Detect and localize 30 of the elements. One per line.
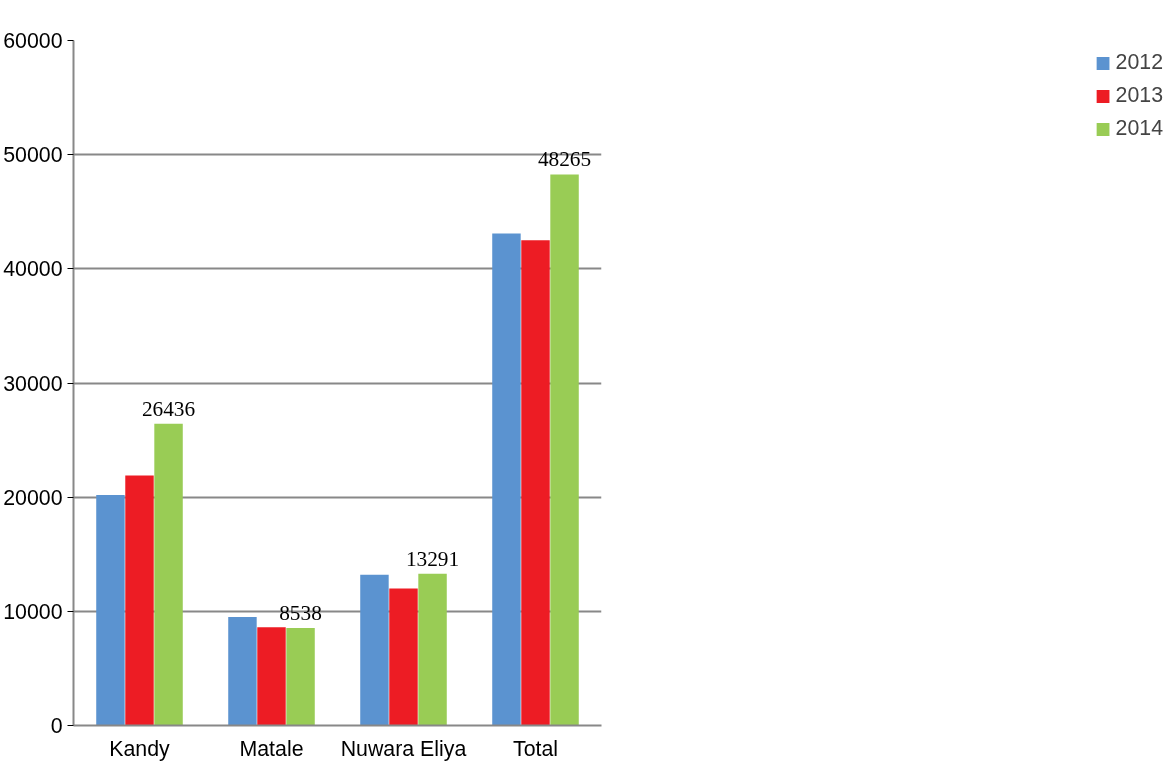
bar	[286, 628, 315, 726]
legend-label: 2012	[1115, 50, 1163, 75]
x-tick-label: Total	[512, 736, 559, 761]
y-tick-label: 0	[50, 714, 63, 738]
bar	[521, 240, 550, 726]
bar	[389, 588, 418, 726]
data-label: 26436	[141, 396, 196, 421]
bar	[125, 475, 154, 726]
data-label: 8538	[279, 601, 322, 626]
x-tick-label: Nuwara Eliya	[340, 736, 467, 761]
legend-label: 2014	[1115, 116, 1163, 141]
y-tick-label: 60000	[3, 29, 63, 53]
x-tick-label: Kandy	[109, 736, 171, 761]
legend-label: 2013	[1115, 83, 1163, 108]
x-tick-label: Matale	[239, 736, 304, 761]
bar	[96, 494, 125, 726]
data-label: 13291	[405, 546, 460, 571]
y-tick-label: 50000	[3, 143, 63, 168]
bar	[360, 574, 389, 726]
bar	[228, 617, 257, 726]
bar	[492, 233, 521, 726]
bar	[257, 627, 286, 726]
y-tick-label: 10000	[3, 599, 63, 624]
data-label: 48265	[537, 147, 592, 172]
y-tick-label: 40000	[3, 257, 63, 282]
bar	[550, 174, 579, 726]
y-tick-label: 20000	[3, 485, 63, 510]
bar	[418, 573, 447, 726]
y-tick-label: 30000	[3, 371, 63, 396]
bar	[154, 423, 183, 726]
